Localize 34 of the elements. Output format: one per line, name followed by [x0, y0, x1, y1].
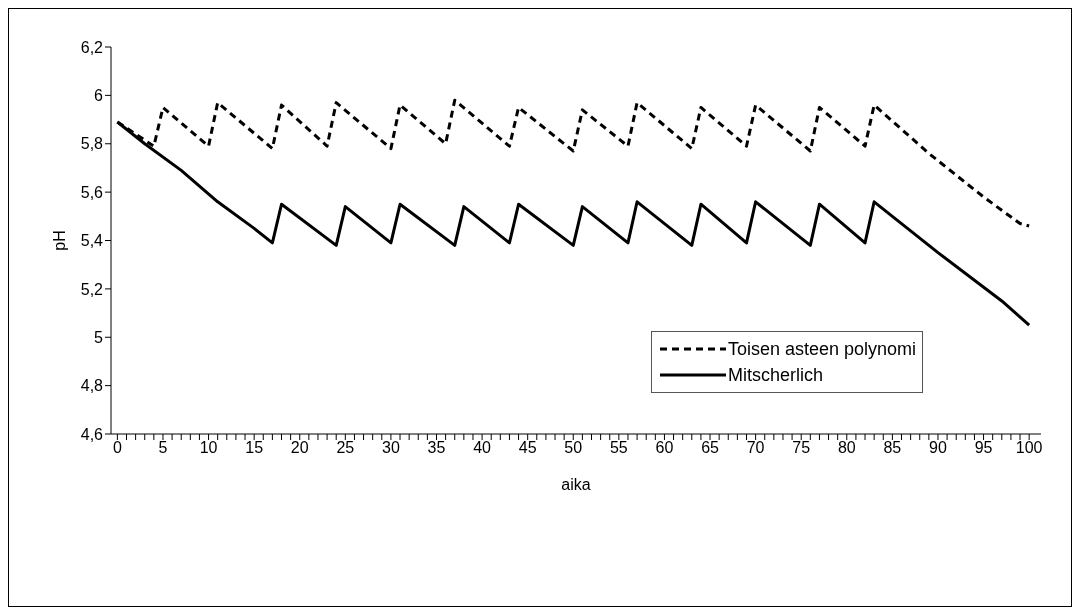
- x-tick-label: 35: [427, 439, 446, 457]
- x-tick-label: 20: [290, 439, 309, 457]
- y-tick-label: 5,6: [80, 183, 104, 201]
- x-tick-label: 10: [199, 439, 218, 457]
- x-tick-label: 70: [746, 439, 765, 457]
- x-tick-label: 0: [112, 439, 122, 457]
- x-tick-label: 90: [929, 439, 947, 457]
- x-tick-label: 5: [158, 439, 168, 457]
- y-tick-label: 5,2: [80, 280, 104, 298]
- x-tick-label: 50: [564, 439, 583, 457]
- y-tick-label: 4,8: [80, 377, 104, 395]
- y-tick-label: 5,4: [80, 232, 104, 250]
- y-tick-label: 5: [94, 328, 104, 346]
- x-tick-label: 30: [382, 439, 400, 457]
- x-tick-label: 65: [701, 439, 720, 457]
- y-tick-label: 6,2: [80, 38, 104, 56]
- y-tick-label: 5,8: [80, 135, 104, 153]
- x-axis-title: aika: [561, 476, 591, 493]
- x-tick-label: 25: [336, 439, 355, 457]
- x-tick-label: 85: [883, 439, 902, 457]
- x-tick-label: 75: [792, 439, 811, 457]
- x-tick-label: 60: [655, 439, 674, 457]
- y-tick-label: 6: [94, 87, 104, 105]
- x-tick-label: 40: [473, 439, 492, 457]
- y-axis-title: pH: [50, 230, 68, 251]
- x-tick-label: 80: [837, 439, 856, 457]
- x-tick-label: 95: [974, 439, 993, 457]
- x-tick-label: 15: [245, 439, 264, 457]
- x-tick-label: 55: [609, 439, 628, 457]
- x-tick-label: 45: [518, 439, 537, 457]
- legend-label: Toisen asteen polynomi: [728, 338, 917, 360]
- x-tick-label: 100: [1015, 439, 1043, 457]
- y-tick-label: 4,6: [80, 425, 104, 443]
- legend-label: Mitscherlich: [728, 364, 824, 386]
